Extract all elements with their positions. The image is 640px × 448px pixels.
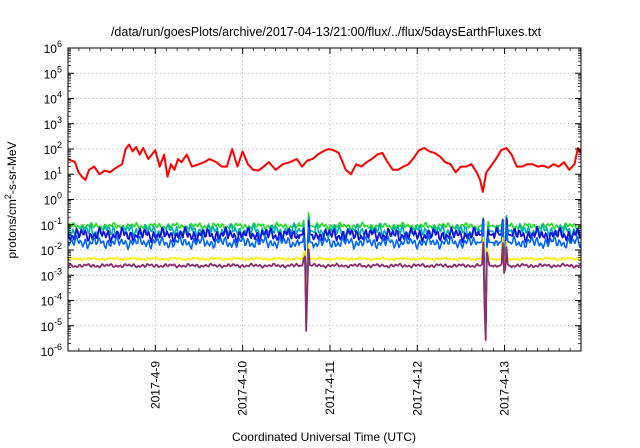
y-tick-label: 102 (44, 140, 62, 157)
y-tick-label: 104 (44, 90, 62, 107)
chart-title: /data/run/goesPlots/archive/2017-04-13/2… (111, 25, 542, 39)
y-tick-label: 101 (44, 165, 62, 182)
flux-band-line (68, 241, 581, 342)
proton-flux-line (68, 143, 581, 193)
y-tick-label: 106 (44, 39, 62, 56)
y-tick-label: 105 (44, 64, 62, 81)
y-axis-label: protons/cm2-s-sr-MeV (3, 141, 19, 258)
x-tick-label: 2017-4-10 (236, 361, 250, 416)
y-tick-label: 10-5 (41, 317, 62, 334)
axis-ticks (68, 47, 582, 352)
y-axis-tick-labels: 10-6 10-5 10-4 10-3 10-2 10-1 100 101 102 103 104 1… (41, 39, 62, 359)
y-tick-label: 10-2 (41, 241, 62, 258)
x-tick-label: 2017-4-13 (498, 361, 512, 416)
y-tick-label: 10-1 (41, 216, 62, 233)
band-series (68, 212, 581, 342)
x-axis-label: Coordinated Universal Time (UTC) (232, 430, 416, 444)
x-tick-label: 2017-4-11 (323, 361, 337, 415)
y-tick-label: 100 (44, 191, 62, 208)
grid (68, 48, 581, 351)
x-tick-label: 2017-4-12 (410, 361, 424, 416)
main-series (68, 143, 581, 193)
x-tick-label: 2017-4-9 (148, 361, 162, 409)
flux-band-line (68, 217, 581, 324)
y-tick-label: 10-4 (41, 292, 62, 309)
flux-band-line (68, 220, 581, 328)
flux-band-line (68, 212, 581, 311)
y-tick-label: 10-3 (41, 266, 62, 283)
x-axis-tick-labels: 2017-4-9 2017-4-10 2017-4-11 2017-4-12 2017-… (148, 361, 511, 416)
y-tick-label: 10-6 (41, 342, 62, 359)
y-tick-label: 103 (44, 115, 62, 132)
flux-band-line (68, 236, 581, 331)
